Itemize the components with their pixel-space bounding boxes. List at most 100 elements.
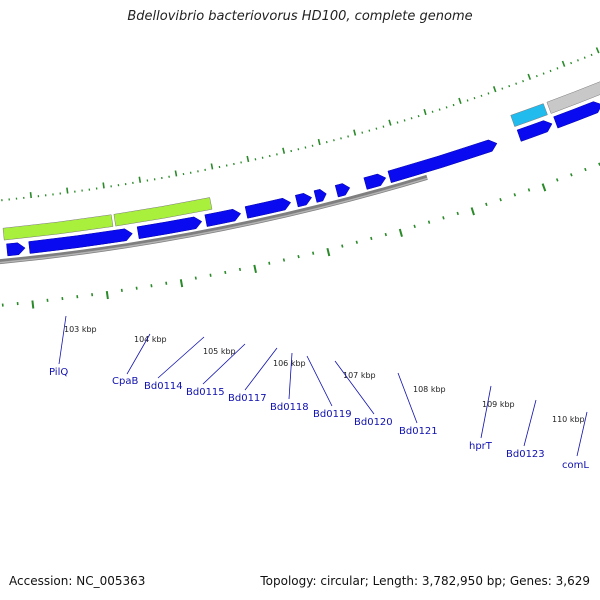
gene-label: CpaB xyxy=(112,376,138,387)
ruler-mark xyxy=(388,119,392,126)
gc-mark xyxy=(105,290,109,300)
gene-label: PilQ xyxy=(49,367,68,378)
ruler-mark xyxy=(353,129,357,136)
ruler-mark xyxy=(583,56,586,59)
ruler-mark xyxy=(458,97,462,104)
ruler-mark xyxy=(452,103,455,107)
gc-mark xyxy=(555,178,559,182)
ruler-mark xyxy=(66,187,69,194)
ruler-mark xyxy=(445,106,448,109)
ruler-mark xyxy=(347,135,350,138)
gene-label: Bd0120 xyxy=(354,417,393,428)
kbp-label: 107 kbp xyxy=(343,371,376,380)
ruler-mark xyxy=(535,74,538,78)
kbp-label: 103 kbp xyxy=(64,325,97,334)
gene-label: hprT xyxy=(469,441,493,452)
ruler-mark xyxy=(396,121,399,124)
gene-feature xyxy=(546,81,600,114)
ruler-mark xyxy=(268,154,271,158)
gc-mark xyxy=(442,216,445,220)
ruler-mark xyxy=(311,144,314,147)
leader-line xyxy=(202,343,246,385)
ruler-mark xyxy=(466,99,469,102)
ruler-mark xyxy=(304,146,307,149)
ruler-mark xyxy=(410,117,413,120)
ruler-mark xyxy=(515,82,518,85)
genome-summary-text: Topology: circular; Length: 3,782,950 bp… xyxy=(260,574,590,588)
gene-feature xyxy=(334,183,351,198)
gene-feature xyxy=(313,189,327,203)
ruler-mark xyxy=(282,147,286,154)
gene-label: Bd0114 xyxy=(144,381,183,392)
genome-backbone-highlight xyxy=(0,177,428,264)
gene-feature xyxy=(204,208,242,227)
ruler-mark xyxy=(542,72,545,75)
ruler-mark xyxy=(527,73,532,80)
gene-feature xyxy=(510,103,548,127)
gc-mark xyxy=(341,244,344,248)
ruler-mark xyxy=(423,108,427,116)
ruler-mark xyxy=(340,137,342,140)
gc-mark xyxy=(31,300,35,309)
gc-mark xyxy=(384,232,387,237)
kbp-label: 106 kbp xyxy=(273,359,306,368)
kbp-label: 109 kbp xyxy=(482,400,515,409)
gc-mark xyxy=(238,267,242,272)
gc-mark xyxy=(224,270,227,275)
gene-feature xyxy=(6,242,26,257)
genome-backbone xyxy=(0,174,428,265)
ruler-mark xyxy=(254,158,257,161)
ruler-mark xyxy=(473,97,476,100)
ruler-mark xyxy=(480,94,483,97)
gene-feature xyxy=(553,101,600,129)
leader-line xyxy=(126,333,151,375)
gene-feature xyxy=(28,228,133,254)
leader-line xyxy=(523,399,537,447)
ruler-mark xyxy=(576,59,579,62)
gene-label: Bd0119 xyxy=(313,409,352,420)
leader-line xyxy=(576,411,588,457)
leader-line xyxy=(397,372,418,424)
gc-mark xyxy=(268,261,271,265)
gene-feature xyxy=(2,214,114,241)
gc-mark xyxy=(150,284,153,288)
ruler-mark xyxy=(317,138,321,146)
gene-feature xyxy=(363,173,387,190)
gene-label: Bd0121 xyxy=(399,426,438,437)
ruler-mark xyxy=(570,61,573,65)
kbp-label: 108 kbp xyxy=(413,385,446,394)
gene-feature xyxy=(294,193,313,208)
gc-mark xyxy=(513,193,517,197)
ruler-mark xyxy=(325,140,328,144)
ruler-mark xyxy=(508,85,511,88)
kbp-label: 110 kbp xyxy=(552,415,585,424)
leader-line xyxy=(480,385,492,439)
gc-mark xyxy=(282,258,286,262)
gene-feature xyxy=(244,197,292,219)
ruler-mark xyxy=(29,192,32,199)
ruler-mark xyxy=(438,108,441,111)
gene-label: Bd0117 xyxy=(228,393,267,404)
gene-label: Bd0115 xyxy=(186,387,225,398)
gc-mark xyxy=(570,173,573,177)
gene-label: comL xyxy=(562,460,589,471)
gene-label: Bd0118 xyxy=(270,402,309,413)
ruler-mark xyxy=(375,127,378,130)
gc-mark xyxy=(398,228,403,237)
leader-line xyxy=(58,315,67,365)
gene-feature xyxy=(516,120,553,142)
gc-mark xyxy=(370,236,373,241)
ruler-mark xyxy=(246,155,250,163)
gc-mark xyxy=(326,247,331,257)
gc-mark xyxy=(355,240,358,244)
gc-mark xyxy=(165,281,168,285)
gc-mark xyxy=(179,279,184,288)
gc-mark xyxy=(135,286,138,290)
ruler-mark xyxy=(561,60,566,67)
ruler-mark xyxy=(595,47,600,54)
gc-mark xyxy=(485,202,488,207)
ruler-mark xyxy=(501,87,504,90)
